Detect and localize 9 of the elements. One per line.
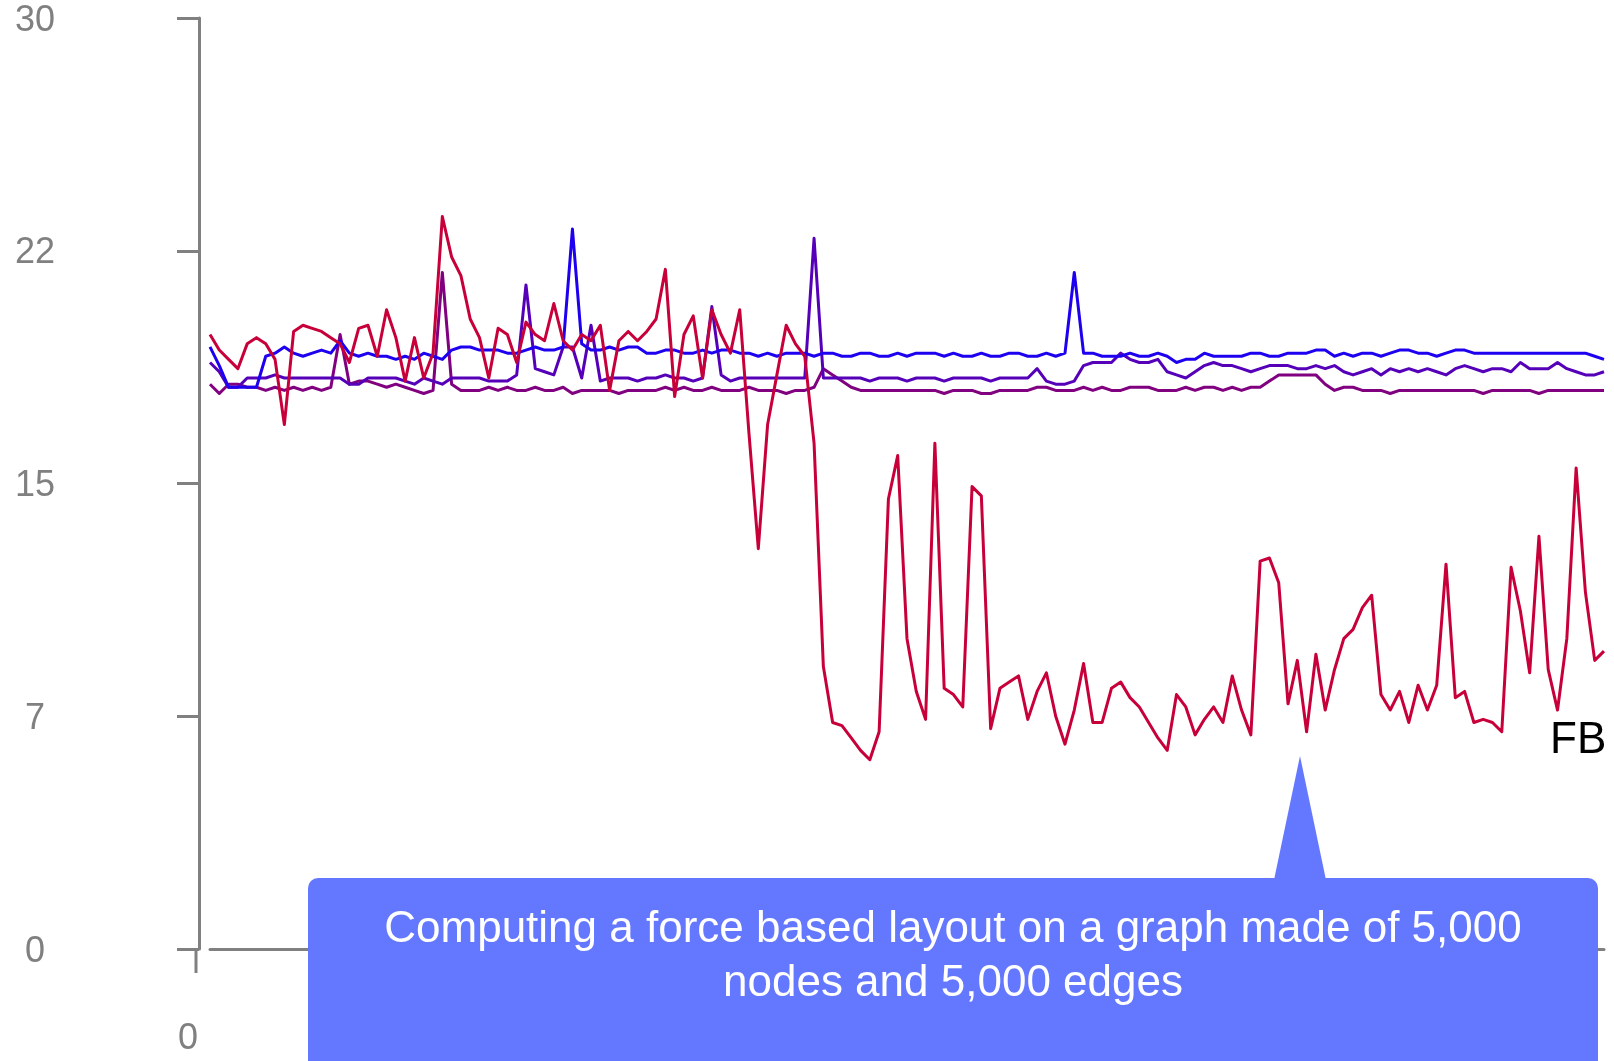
y-tick-label: 22 bbox=[14, 230, 56, 272]
annotation: Computing a force based layout on a graph made of 5,000 nodes and 5,000 edges bbox=[308, 878, 1598, 1061]
y-tick-label: 7 bbox=[24, 695, 46, 737]
text: 0 bbox=[178, 1015, 199, 1057]
y-tick-label: 30 bbox=[14, 0, 56, 39]
line-series bbox=[208, 215, 1606, 762]
line-series bbox=[208, 270, 1606, 395]
y-tick-label: 15 bbox=[14, 463, 56, 504]
y-tick-label: 0 bbox=[24, 928, 46, 970]
